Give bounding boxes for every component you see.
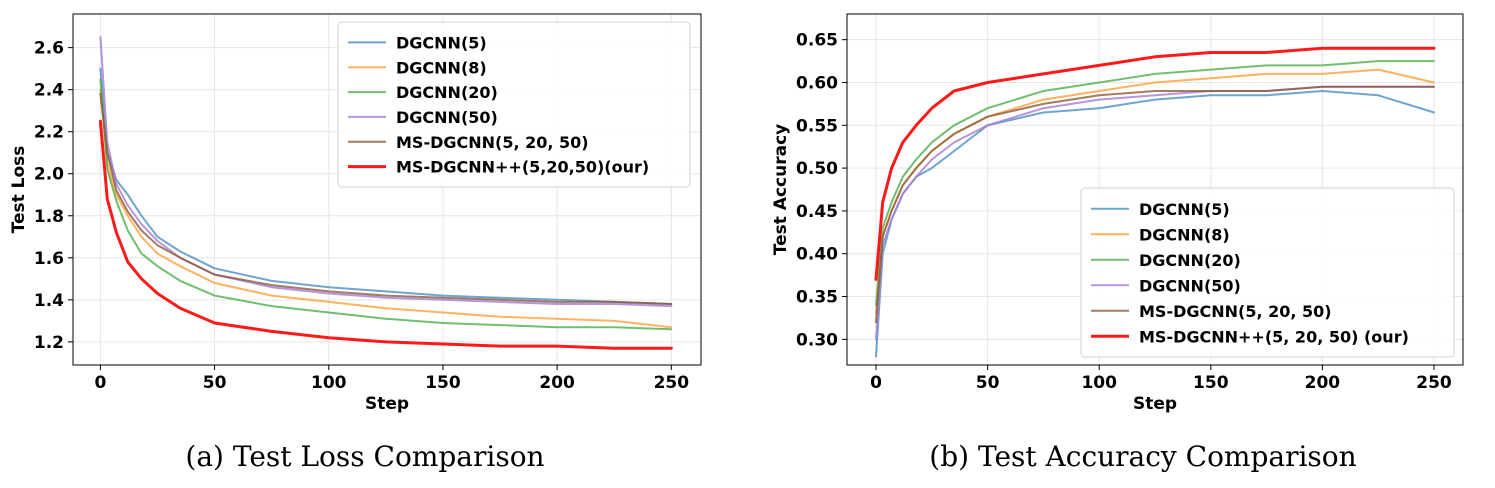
- y-tick-label: 0.60: [796, 73, 838, 93]
- x-tick-label: 200: [1305, 373, 1341, 393]
- series-line-msplus: [874, 46, 1436, 281]
- y-tick-label: 1.2: [34, 333, 64, 353]
- legend-label-ms: MS-DGCNN(5, 20, 50): [396, 133, 589, 152]
- series-line-ms: [99, 92, 673, 305]
- legend-label-ms: MS-DGCNN(5, 20, 50): [1139, 302, 1332, 321]
- x-axis-label: Step: [365, 394, 409, 414]
- test-accuracy-chart: 0 50 100 150 200 250 0.30 0.35 0.40 0.45 0.50 0.55 0…: [771, 13, 1464, 473]
- series-line-msplus: [98, 119, 673, 350]
- legend-label-msplus: MS-DGCNN++(5, 20, 50) (our): [1139, 327, 1409, 346]
- legend: DGCNN(5) DGCNN(8) DGCNN(20) DGCNN(50) MS-DGC…: [337, 21, 691, 188]
- y-tick-label: 0.35: [796, 288, 838, 308]
- y-axis-label: Test Accuracy: [771, 124, 791, 255]
- y-tick-label: 0.45: [796, 202, 838, 222]
- y-tick-label: 2.4: [34, 81, 64, 101]
- legend-label-msplus: MS-DGCNN++(5,20,50)(our): [396, 158, 649, 177]
- series-line-dgcnn5: [99, 67, 673, 305]
- x-tick-label: 50: [203, 373, 227, 393]
- legend-label-dgcnn8: DGCNN(8): [396, 58, 487, 77]
- x-tick-label: 200: [539, 373, 575, 393]
- y-tick-label: 2.6: [34, 39, 64, 59]
- y-tick-label: 1.6: [34, 249, 64, 269]
- y-tick-label: 0.65: [796, 31, 838, 51]
- legend: DGCNN(5) DGCNN(8) DGCNN(20) DGCNN(50) MS-DGC…: [1080, 187, 1455, 358]
- x-tick-label: 100: [311, 373, 347, 393]
- y-tick-label: 2.2: [34, 123, 64, 143]
- series-group: [874, 46, 1436, 358]
- x-tick-label: 150: [425, 373, 461, 393]
- series-line-dgcnn50: [99, 36, 673, 308]
- y-tick-label: 1.8: [34, 207, 64, 227]
- series-line-dgcnn8: [99, 88, 673, 329]
- legend-label-dgcnn20: DGCNN(20): [396, 83, 498, 102]
- y-tick-label: 0.55: [796, 116, 838, 136]
- x-tick-label: 250: [1416, 373, 1452, 393]
- test-loss-chart: 0 50 100 150 200 250 1.2 1.4 1.6 1.8 2.0 2.2 2.4 2.6 S…: [9, 13, 702, 473]
- plot-frame: [846, 13, 1464, 366]
- legend-label-dgcnn5: DGCNN(5): [1139, 200, 1230, 219]
- y-tick-label: 0.40: [796, 245, 838, 265]
- y-tick-label: 2.0: [34, 165, 64, 185]
- y-tick-label: 1.4: [34, 291, 64, 311]
- y-tick-label: 0.30: [796, 330, 838, 350]
- series-group: [98, 36, 673, 350]
- figure-caption: (a) Test Loss Comparison: [185, 440, 544, 473]
- legend-box: [337, 21, 691, 188]
- series-line-dgcnn20: [875, 60, 1435, 307]
- x-tick-label: 50: [976, 373, 1000, 393]
- y-tick-label: 0.50: [796, 159, 838, 179]
- x-tick-label: 100: [1081, 373, 1117, 393]
- series-line-dgcnn20: [99, 78, 673, 331]
- legend-label-dgcnn8: DGCNN(8): [1139, 225, 1230, 244]
- x-tick-label: 150: [1193, 373, 1229, 393]
- legend-label-dgcnn50: DGCNN(50): [396, 108, 498, 127]
- legend-label-dgcnn5: DGCNN(5): [396, 33, 487, 52]
- legend-label-dgcnn20: DGCNN(20): [1139, 251, 1241, 270]
- y-axis-label: Test Loss: [9, 146, 29, 234]
- x-tick-label: 0: [870, 373, 882, 393]
- x-tick-label: 250: [654, 373, 690, 393]
- figure-caption: (b) Test Accuracy Comparison: [929, 440, 1356, 473]
- plot-frame: [72, 13, 702, 366]
- legend-label-dgcnn50: DGCNN(50): [1139, 276, 1241, 295]
- x-tick-label: 0: [94, 373, 106, 393]
- legend-box: [1080, 187, 1455, 358]
- series-line-ms: [875, 85, 1435, 324]
- x-axis-label: Step: [1133, 394, 1177, 414]
